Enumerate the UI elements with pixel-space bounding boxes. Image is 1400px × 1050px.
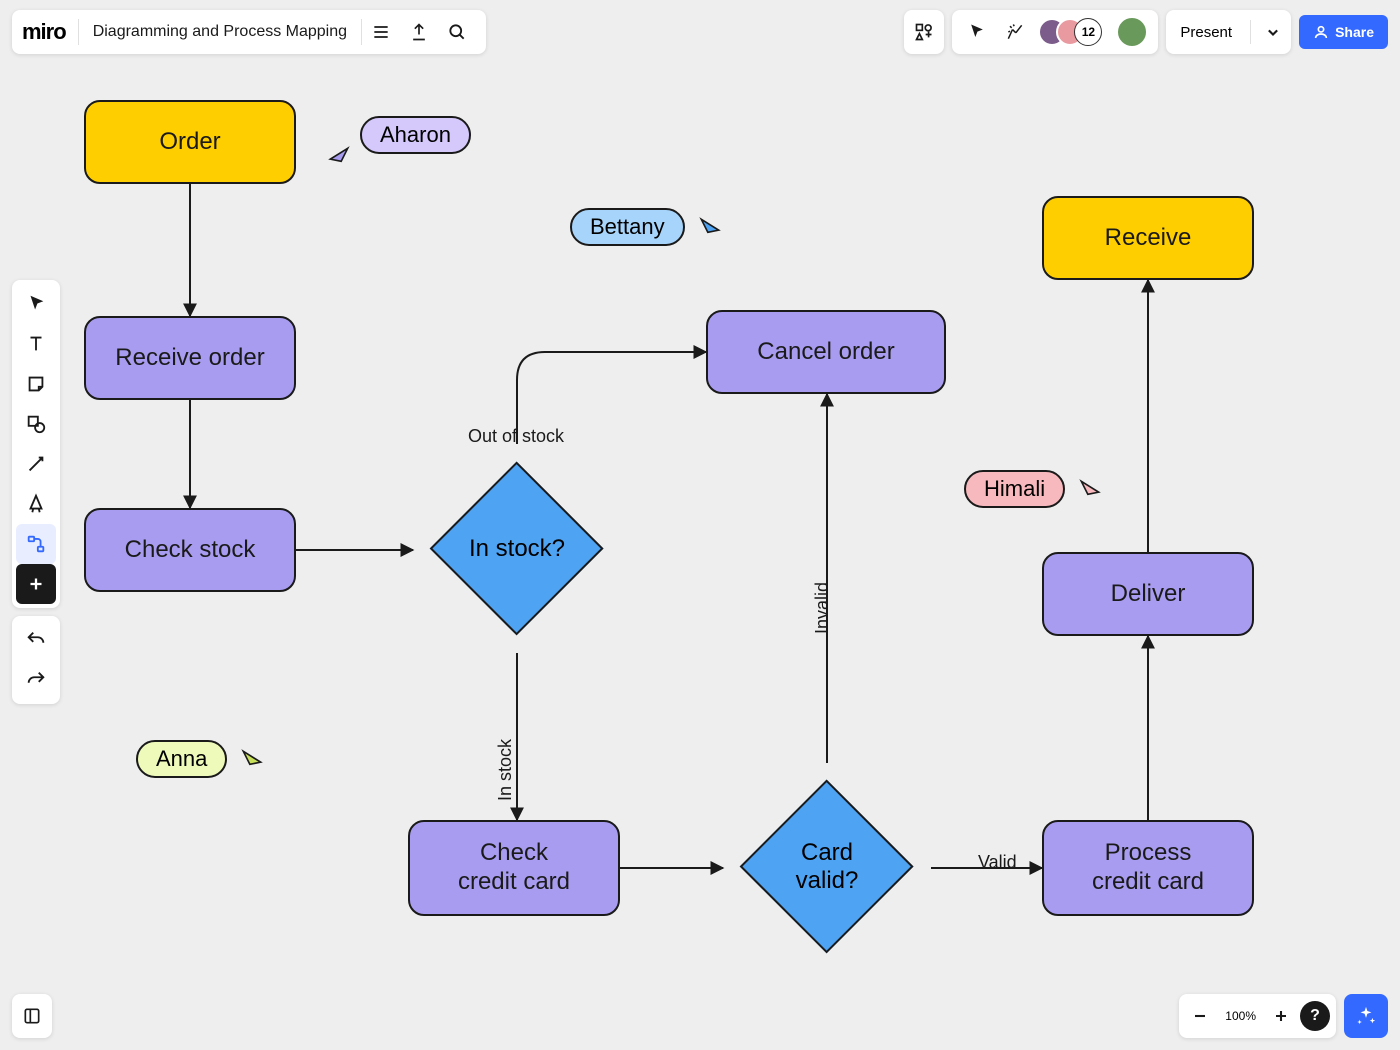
search-icon[interactable] xyxy=(438,13,476,51)
flow-node-cancel[interactable]: Cancel order xyxy=(706,310,946,394)
edge-label: In stock xyxy=(495,739,516,801)
person-icon xyxy=(1313,24,1329,40)
tool-group-history xyxy=(12,616,60,704)
reactions-icon[interactable] xyxy=(1000,13,1030,51)
help-button[interactable]: ? xyxy=(1300,1001,1330,1031)
present-label: Present xyxy=(1180,24,1232,41)
zoom-level[interactable]: 100% xyxy=(1219,1009,1262,1023)
shape-tool[interactable] xyxy=(16,404,56,444)
chevron-down-icon[interactable] xyxy=(1259,13,1287,51)
menu-icon[interactable] xyxy=(362,13,400,51)
collab-cursor-bettany: Bettany xyxy=(570,208,723,246)
cursor-name: Anna xyxy=(136,740,227,778)
edge-label: Invalid xyxy=(812,582,833,634)
collab-cursor-anna: Anna xyxy=(136,740,265,778)
flow-decision-card_valid[interactable]: Cardvalid? xyxy=(740,780,914,954)
cursor-pointer-icon xyxy=(697,215,723,241)
flow-node-check_cc[interactable]: Checkcredit card xyxy=(408,820,620,916)
pen-tool[interactable] xyxy=(16,484,56,524)
add-tool[interactable] xyxy=(16,564,56,604)
canvas[interactable]: Order Receive Receive order Check stock Canc… xyxy=(0,0,1400,1050)
present-button[interactable]: Present xyxy=(1166,14,1242,50)
flow-decision-in_stock[interactable]: In stock? xyxy=(430,462,604,636)
topbar-left: miro Diagramming and Process Mapping xyxy=(12,10,486,54)
cursor-pointer-icon xyxy=(326,144,352,170)
sticky-note-tool[interactable] xyxy=(16,364,56,404)
cursor-pointer-icon xyxy=(239,747,265,773)
diagram-tool[interactable] xyxy=(16,524,56,564)
tool-group-main xyxy=(12,280,60,608)
collab-cursor-aharon: Aharon xyxy=(360,116,471,154)
flow-node-check_stock[interactable]: Check stock xyxy=(84,508,296,592)
text-tool[interactable] xyxy=(16,324,56,364)
flow-node-recv_order[interactable]: Receive order xyxy=(84,316,296,400)
collab-cursor-himali: Himali xyxy=(964,470,1103,508)
present-box: Present xyxy=(1166,10,1291,54)
current-user-avatar[interactable] xyxy=(1116,16,1148,48)
topbar-right: 12 Present Share xyxy=(904,10,1388,54)
board-title[interactable]: Diagramming and Process Mapping xyxy=(79,23,361,41)
avatar-stack[interactable]: 12 xyxy=(1038,18,1102,46)
panel-icon xyxy=(22,1006,42,1026)
edge-label: Valid xyxy=(978,852,1017,873)
connector-tool[interactable] xyxy=(16,444,56,484)
zoom-controls: 100% ? xyxy=(1179,994,1336,1038)
share-label: Share xyxy=(1335,24,1374,40)
topbar-main: miro Diagramming and Process Mapping xyxy=(12,10,486,54)
frames-panel-button[interactable] xyxy=(12,994,52,1038)
redo-button[interactable] xyxy=(16,660,56,700)
sparkle-icon xyxy=(1355,1005,1377,1027)
bottom-right: 100% ? xyxy=(1179,994,1388,1038)
flow-node-order[interactable]: Order xyxy=(84,100,296,184)
cursor-name: Bettany xyxy=(570,208,685,246)
export-icon[interactable] xyxy=(400,13,438,51)
zoom-in-button[interactable] xyxy=(1266,997,1296,1035)
edge-label: Out of stock xyxy=(468,426,564,447)
left-toolbar xyxy=(12,280,60,704)
share-button[interactable]: Share xyxy=(1299,15,1388,49)
divider xyxy=(1250,20,1251,44)
cursor-name: Himali xyxy=(964,470,1065,508)
flow-node-deliver[interactable]: Deliver xyxy=(1042,552,1254,636)
flow-node-receive[interactable]: Receive xyxy=(1042,196,1254,280)
undo-button[interactable] xyxy=(16,620,56,660)
cursor-pointer-icon xyxy=(1077,477,1103,503)
miro-logo[interactable]: miro xyxy=(22,19,78,45)
bottom-left xyxy=(12,994,52,1038)
apps-box[interactable] xyxy=(904,10,944,54)
select-tool[interactable] xyxy=(16,284,56,324)
flow-node-process_cc[interactable]: Processcredit card xyxy=(1042,820,1254,916)
cursor-name: Aharon xyxy=(360,116,471,154)
zoom-out-button[interactable] xyxy=(1185,997,1215,1035)
ai-assist-button[interactable] xyxy=(1344,994,1388,1038)
collab-box: 12 xyxy=(952,10,1158,54)
cursor-mode-icon[interactable] xyxy=(962,13,992,51)
shapes-icon xyxy=(914,22,934,42)
avatar-overflow[interactable]: 12 xyxy=(1074,18,1102,46)
